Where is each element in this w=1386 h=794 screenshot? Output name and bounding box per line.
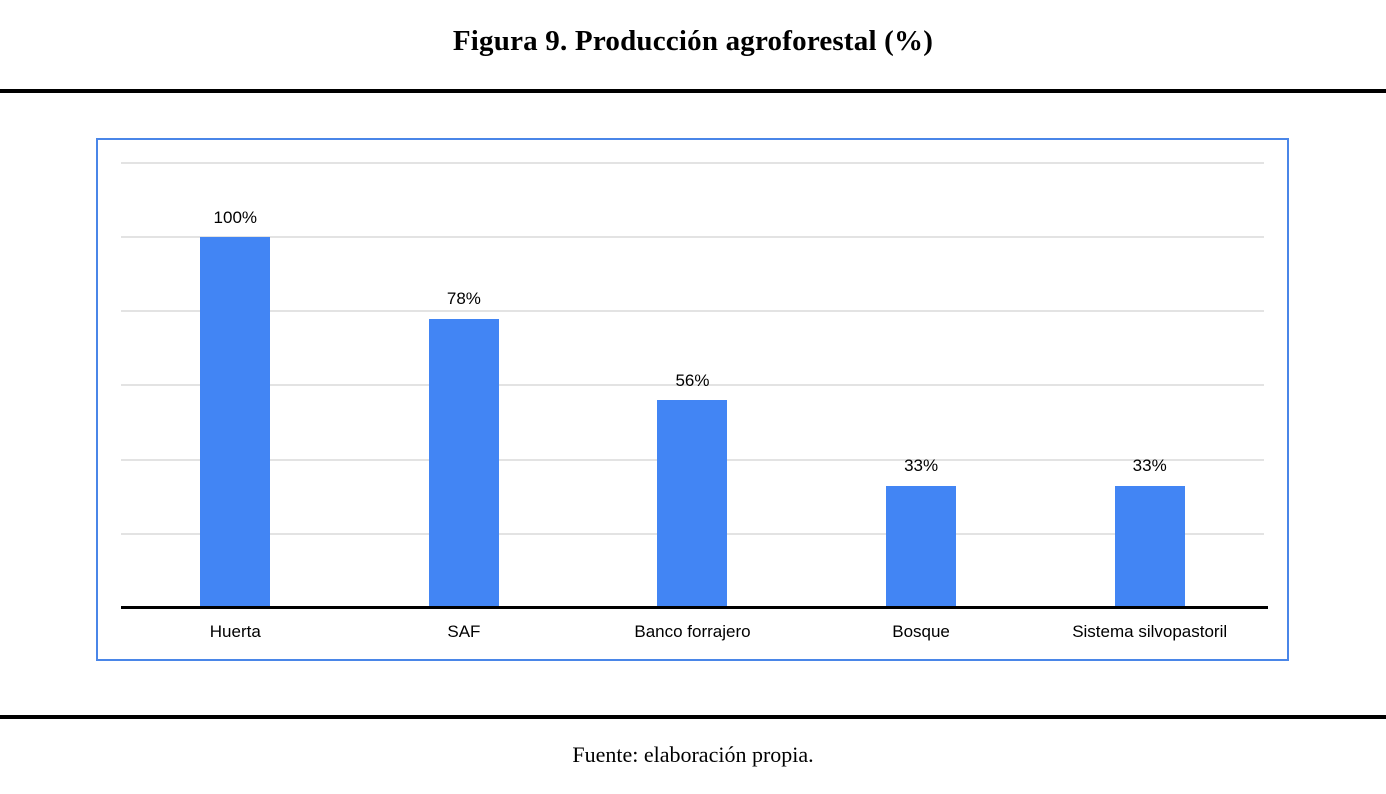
bar-value-label-huerta: 100%	[213, 207, 258, 227]
chart-frame: 100% 78% 56% 33% 33% Huerta SAF Banco forrajer…	[96, 138, 1289, 661]
gridline-60pct	[121, 384, 1264, 387]
bars-container: 100% 78% 56% 33% 33%	[121, 140, 1264, 608]
bar-column-saf: 78%	[350, 289, 579, 608]
x-axis-label-bosque: Bosque	[892, 622, 950, 641]
x-axis-label-sistema-silvopastoril: Sistema silvopastoril	[1072, 622, 1228, 641]
x-axis-labels-row: Huerta SAF Banco forrajero Bosque Sistema si…	[121, 622, 1264, 642]
top-divider-rule	[0, 89, 1386, 93]
bar-value-label-sistema-silvopastoril: 33%	[1132, 456, 1167, 476]
bar-bosque	[886, 485, 957, 608]
bar-column-huerta: 100%	[121, 208, 350, 608]
gridline-80pct	[121, 310, 1264, 313]
bar-value-label-saf: 78%	[446, 289, 481, 309]
bar-column-bosque: 33%	[807, 456, 1036, 608]
bar-banco-forrajero	[657, 400, 728, 608]
bar-column-banco-forrajero: 56%	[578, 371, 807, 608]
bar-saf	[428, 318, 499, 608]
figure-title: Figura 9. Producción agroforestal (%)	[452, 25, 934, 57]
x-axis-label-saf: SAF	[447, 622, 481, 641]
gridline-100pct	[121, 236, 1264, 238]
plot-area: 100% 78% 56% 33% 33%	[121, 140, 1268, 609]
x-axis-label-huerta: Huerta	[209, 622, 261, 641]
gridline-120pct	[121, 161, 1264, 164]
x-axis-label-banco-forrajero: Banco forrajero	[634, 622, 751, 641]
bar-value-label-banco-forrajero: 56%	[675, 370, 710, 390]
bar-sistema-silvopastoril	[1114, 485, 1185, 608]
x-axis-line	[121, 606, 1268, 609]
source-note: Fuente: elaboración propia.	[572, 742, 814, 767]
bar-column-sistema-silvopastoril: 33%	[1035, 456, 1264, 608]
bottom-divider-rule	[0, 715, 1386, 719]
bar-value-label-bosque: 33%	[904, 456, 939, 476]
bar-huerta	[200, 237, 271, 608]
